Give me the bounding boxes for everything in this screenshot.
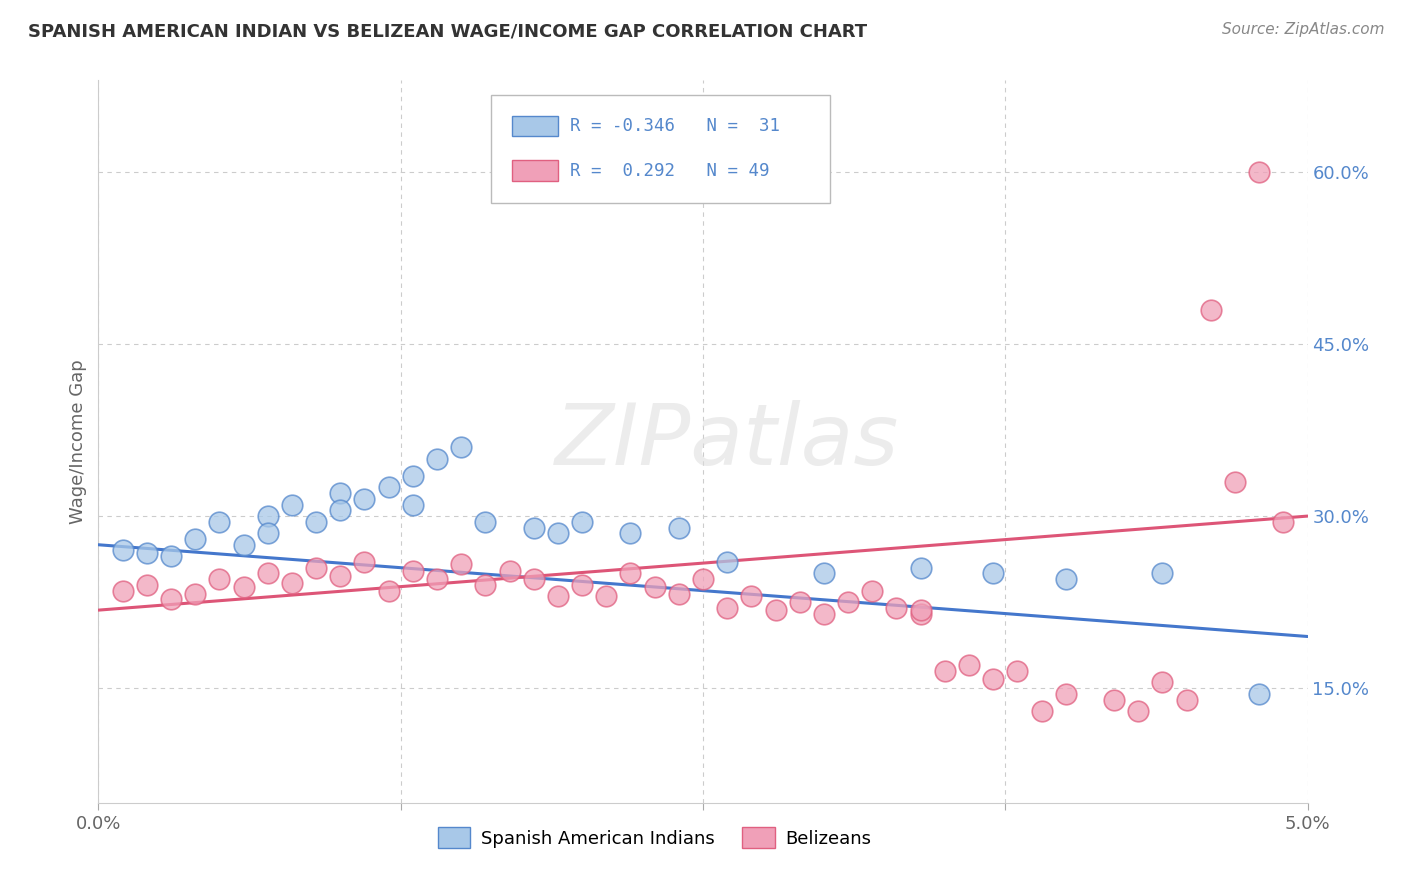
Point: [716, 555, 738, 569]
Point: [450, 558, 472, 572]
Point: [184, 532, 207, 546]
Point: [716, 600, 738, 615]
Point: [232, 580, 254, 594]
Point: [644, 580, 666, 594]
Point: [1054, 572, 1077, 586]
Point: [910, 603, 932, 617]
Point: [668, 520, 690, 534]
Point: [208, 572, 231, 586]
Legend: Spanish American Indians, Belizeans: Spanish American Indians, Belizeans: [430, 820, 879, 855]
Point: [571, 578, 593, 592]
Point: [692, 572, 714, 586]
Text: R = -0.346   N =  31: R = -0.346 N = 31: [569, 117, 780, 135]
Point: [789, 595, 811, 609]
Point: [1175, 692, 1198, 706]
Point: [571, 515, 593, 529]
Point: [426, 572, 449, 586]
Point: [523, 520, 546, 534]
Text: Source: ZipAtlas.com: Source: ZipAtlas.com: [1222, 22, 1385, 37]
Point: [353, 491, 375, 506]
Point: [981, 672, 1004, 686]
Point: [1199, 302, 1222, 317]
Point: [619, 566, 641, 581]
Point: [957, 658, 980, 673]
Point: [910, 560, 932, 574]
Text: R =  0.292   N = 49: R = 0.292 N = 49: [569, 161, 769, 179]
Point: [184, 587, 207, 601]
Point: [1054, 687, 1077, 701]
Point: [281, 575, 304, 590]
Point: [523, 572, 546, 586]
Point: [305, 515, 328, 529]
Point: [402, 564, 425, 578]
Text: SPANISH AMERICAN INDIAN VS BELIZEAN WAGE/INCOME GAP CORRELATION CHART: SPANISH AMERICAN INDIAN VS BELIZEAN WAGE…: [28, 22, 868, 40]
Point: [281, 498, 304, 512]
FancyBboxPatch shape: [492, 95, 830, 203]
Point: [1249, 165, 1271, 179]
Y-axis label: Wage/Income Gap: Wage/Income Gap: [69, 359, 87, 524]
Point: [305, 560, 328, 574]
Point: [981, 566, 1004, 581]
Point: [1128, 704, 1150, 718]
Point: [135, 546, 157, 560]
Point: [765, 603, 787, 617]
Point: [498, 564, 520, 578]
Point: [619, 526, 641, 541]
Point: [111, 543, 134, 558]
Point: [1031, 704, 1053, 718]
Point: [547, 526, 569, 541]
Point: [668, 587, 690, 601]
Point: [256, 526, 278, 541]
Point: [934, 664, 956, 678]
Point: [860, 583, 883, 598]
Point: [208, 515, 231, 529]
Point: [1152, 566, 1174, 581]
Point: [160, 591, 183, 606]
Point: [111, 583, 134, 598]
Point: [910, 607, 932, 621]
Point: [329, 486, 352, 500]
Point: [740, 590, 762, 604]
Point: [813, 566, 835, 581]
Point: [813, 607, 835, 621]
Point: [1249, 687, 1271, 701]
Text: ZIPatlas: ZIPatlas: [555, 400, 900, 483]
Point: [474, 578, 496, 592]
Point: [329, 568, 352, 582]
Point: [886, 600, 908, 615]
Point: [1152, 675, 1174, 690]
Point: [232, 538, 254, 552]
Point: [1223, 475, 1246, 489]
Point: [1007, 664, 1029, 678]
Point: [135, 578, 157, 592]
Point: [402, 469, 425, 483]
Point: [547, 590, 569, 604]
Point: [1102, 692, 1125, 706]
Bar: [512, 161, 558, 181]
Point: [329, 503, 352, 517]
Point: [595, 590, 617, 604]
Point: [426, 451, 449, 466]
Point: [353, 555, 375, 569]
Bar: [512, 116, 558, 136]
Point: [402, 498, 425, 512]
Point: [1272, 515, 1295, 529]
Point: [377, 583, 399, 598]
Point: [450, 440, 472, 454]
Point: [160, 549, 183, 564]
Point: [256, 566, 278, 581]
Point: [837, 595, 859, 609]
Point: [377, 480, 399, 494]
Point: [256, 509, 278, 524]
Point: [474, 515, 496, 529]
